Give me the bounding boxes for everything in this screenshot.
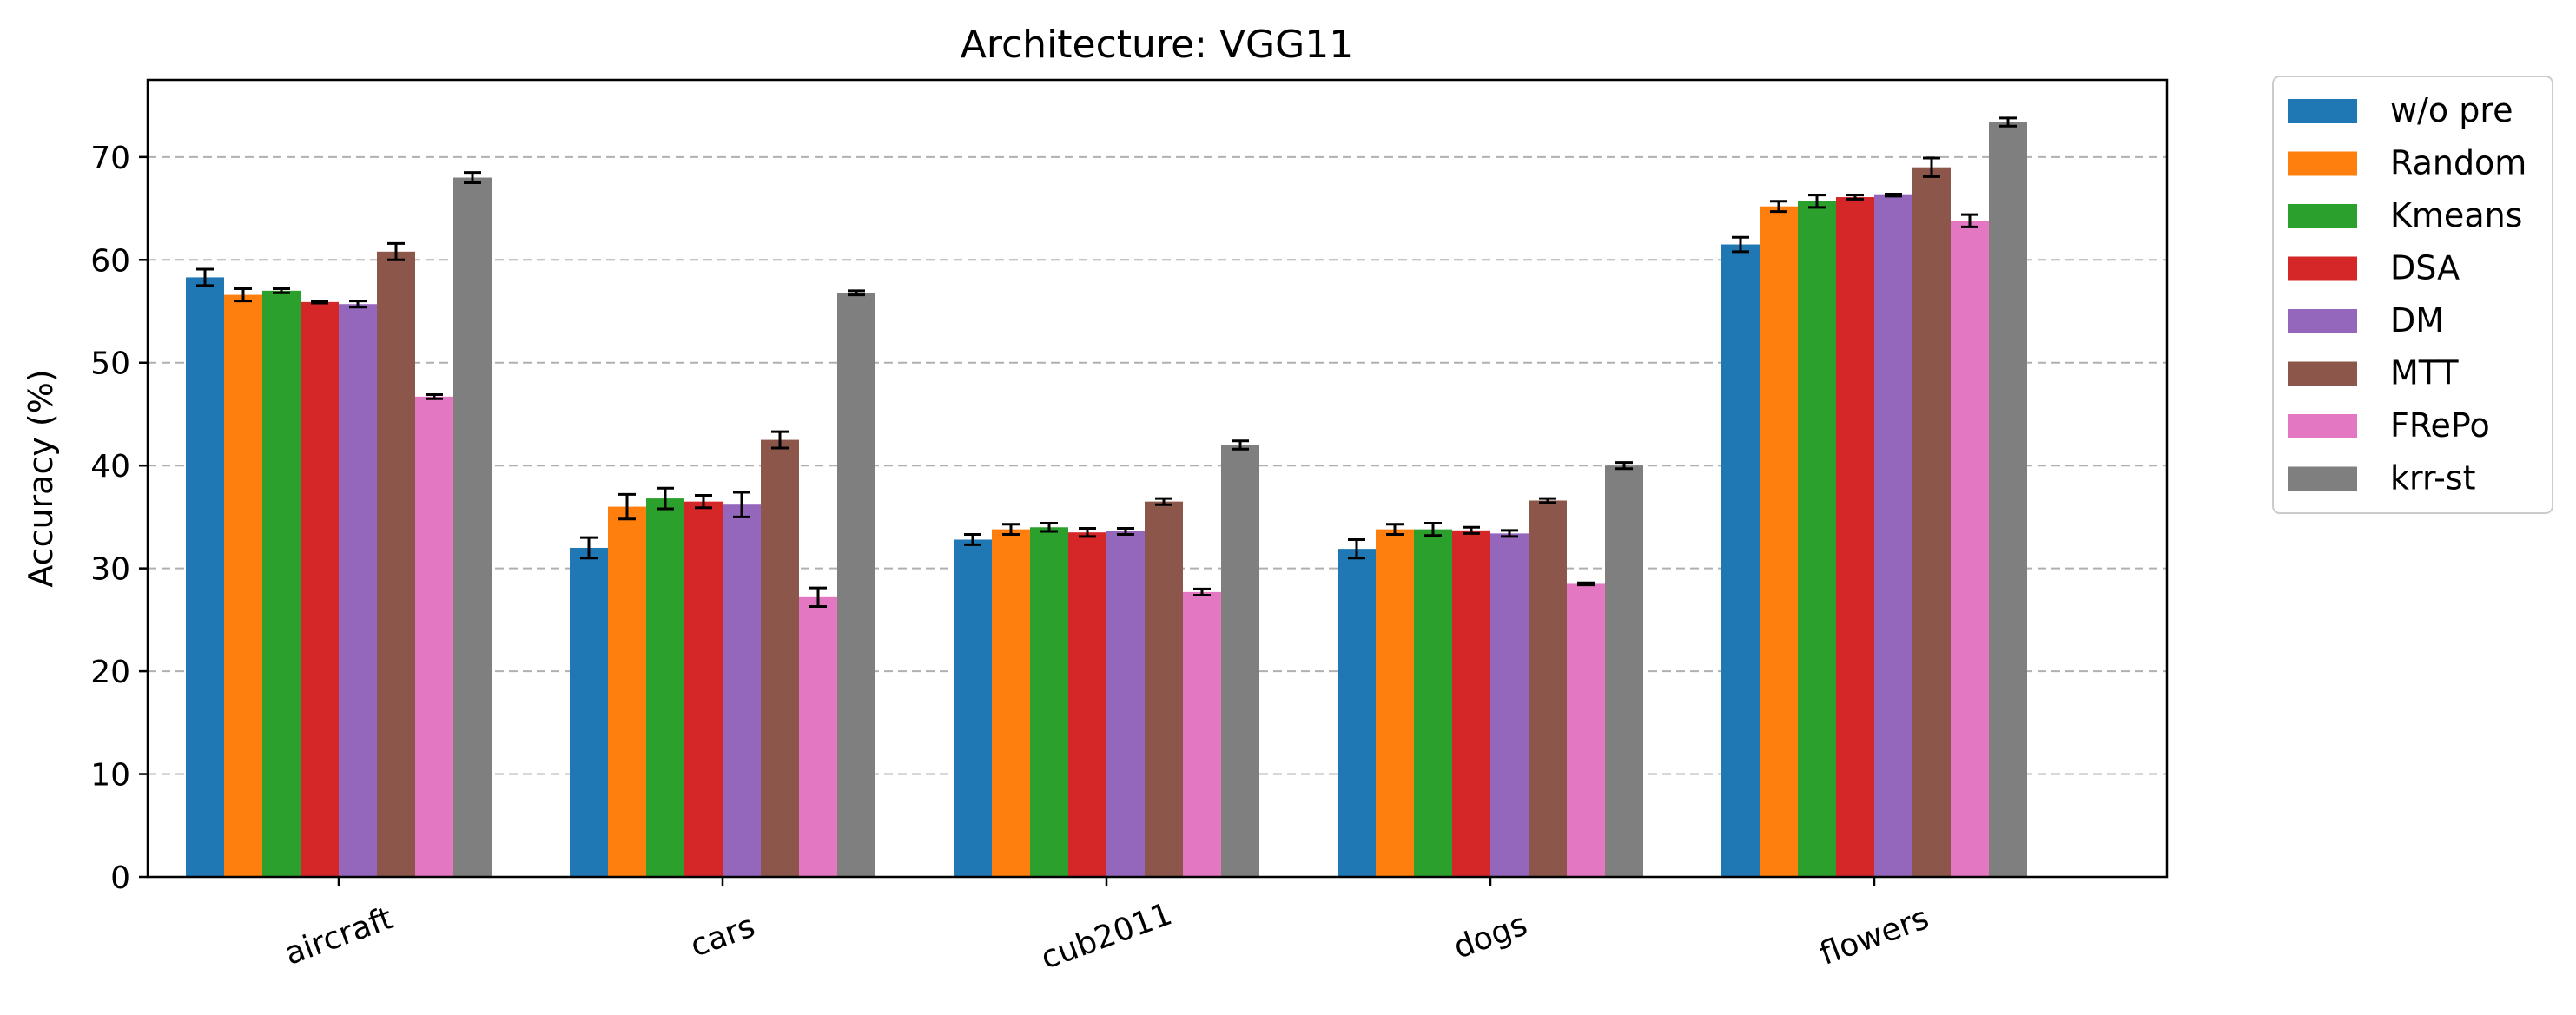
bar — [608, 506, 646, 877]
x-tick-label: dogs — [1450, 906, 1532, 966]
x-tick-label: flowers — [1815, 900, 1933, 972]
legend-label: Kmeans — [2390, 196, 2522, 234]
x-tick-label: cub2011 — [1036, 896, 1177, 976]
plot-frame — [146, 78, 2169, 879]
chart-title: Architecture: VGG11 — [961, 23, 1353, 67]
y-axis-label: Accuracy (%) — [22, 369, 60, 587]
bar — [1798, 201, 1836, 878]
y-tick-label: 0 — [110, 860, 130, 896]
bar — [1030, 527, 1068, 877]
y-tick-label: 70 — [90, 141, 130, 176]
bar — [1760, 206, 1798, 877]
bar — [1452, 530, 1490, 877]
bar — [1874, 194, 1912, 878]
legend-frame — [2272, 76, 2553, 514]
bar — [1106, 531, 1145, 877]
error-bars-group — [196, 116, 2017, 608]
legend-label: FRePo — [2390, 406, 2490, 445]
legend-swatch — [2288, 256, 2357, 281]
bar — [837, 293, 875, 877]
legend-swatch — [2288, 204, 2357, 228]
legend-label: w/o pre — [2390, 91, 2513, 129]
bar — [224, 294, 262, 878]
legend-swatch — [2288, 151, 2357, 176]
x-axis-ticks: aircraft cars cub2011 dogs flowers — [281, 877, 1933, 977]
legend-label: MTT — [2390, 354, 2459, 392]
bar — [992, 529, 1030, 877]
bar — [262, 290, 301, 877]
bar — [570, 547, 608, 877]
bar — [1721, 244, 1760, 877]
bar — [799, 596, 837, 877]
bars-group — [186, 122, 2027, 878]
legend-swatch — [2288, 99, 2357, 123]
legend-label: krr-st — [2390, 459, 2476, 498]
bar — [954, 539, 992, 877]
y-tick-label: 20 — [90, 655, 130, 690]
bar — [1068, 532, 1106, 877]
legend-swatch — [2288, 414, 2357, 438]
y-tick-label: 60 — [90, 243, 130, 279]
bar — [453, 177, 492, 877]
bar — [1951, 221, 1989, 878]
bar — [186, 277, 224, 877]
bar — [1221, 445, 1259, 877]
bar — [1183, 591, 1221, 877]
bar — [377, 251, 415, 877]
bar — [1414, 529, 1452, 877]
bar — [1376, 529, 1414, 877]
bar — [339, 304, 377, 878]
legend-label: DSA — [2390, 249, 2460, 287]
y-tick-label: 40 — [90, 449, 130, 484]
bar — [1912, 167, 1951, 878]
bar — [1989, 122, 2027, 877]
legend-swatch — [2288, 361, 2357, 386]
bar — [1145, 501, 1183, 877]
bar — [415, 396, 453, 878]
y-tick-label: 50 — [90, 346, 130, 382]
x-tick-label: cars — [686, 908, 760, 964]
legend-label: DM — [2390, 301, 2444, 339]
bar — [1490, 533, 1529, 877]
legend: w/o pre Random Kmeans DSA DM MTT FRePo krr-st — [2272, 76, 2553, 514]
bar — [1605, 465, 1643, 877]
bar — [761, 439, 799, 877]
bar — [1338, 549, 1376, 877]
bar — [1567, 583, 1605, 877]
y-tick-label: 10 — [90, 758, 130, 794]
legend-swatch — [2288, 466, 2357, 491]
x-tick-label: aircraft — [281, 900, 398, 972]
y-axis-ticks: 0 10 20 30 40 50 60 70 — [90, 141, 148, 896]
bar — [684, 501, 723, 877]
bar — [1529, 500, 1567, 877]
legend-swatch — [2288, 309, 2357, 333]
y-tick-label: 30 — [90, 552, 130, 588]
bar — [646, 498, 684, 877]
bar — [301, 301, 339, 877]
bar — [723, 504, 761, 877]
legend-label: Random — [2390, 144, 2526, 182]
bar — [1836, 197, 1874, 877]
